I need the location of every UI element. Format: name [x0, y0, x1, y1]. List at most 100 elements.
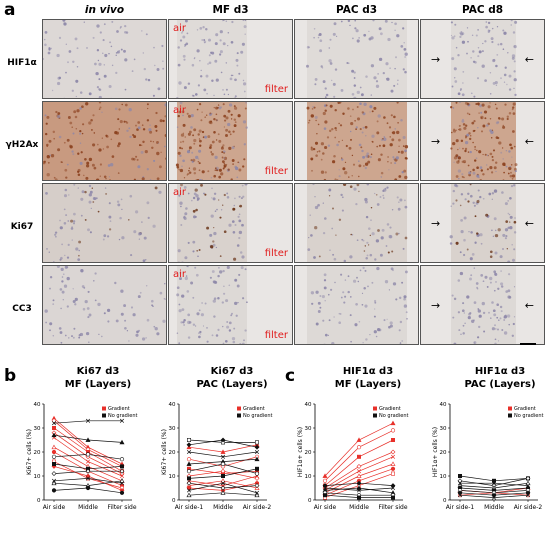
data-point [221, 462, 225, 466]
x-tick-label: Air side-2 [514, 504, 543, 511]
data-point [221, 474, 224, 477]
data-point [120, 457, 124, 461]
data-point [120, 491, 124, 495]
micrograph-image [43, 266, 167, 345]
data-point [52, 445, 56, 449]
data-point [187, 469, 191, 473]
legend-label: No gradient [108, 413, 137, 419]
micrograph-gh2ax-pac-d3 [294, 101, 419, 181]
micrograph-image [295, 266, 419, 345]
legend-swatch [373, 414, 377, 418]
y-tick-label: 40 [305, 402, 312, 408]
micrograph-image [43, 102, 167, 181]
data-point [391, 496, 394, 499]
y-tick-label: 10 [34, 474, 41, 480]
y-tick-label: 40 [169, 402, 176, 408]
data-point [52, 426, 55, 429]
x-tick-label: Air side-2 [243, 504, 272, 511]
data-point [255, 472, 259, 476]
data-point [391, 438, 394, 441]
y-tick-label: 30 [34, 426, 41, 432]
scale-bar [520, 343, 536, 345]
legend-label: Gradient [379, 406, 401, 412]
chart-subtitle: PAC (Layers) [172, 379, 292, 391]
y-axis-label: HIF1α+ cells (%) [297, 427, 304, 477]
data-point [255, 467, 258, 470]
y-tick-label: 20 [440, 450, 447, 456]
filter-label: filter [265, 167, 288, 177]
series-line [54, 421, 122, 467]
chart-title: Ki67 d3 [172, 366, 292, 378]
x-tick-label: Filter side [378, 504, 407, 511]
micrograph-hif1a-pac-d3 [294, 19, 419, 99]
legend-swatch [102, 414, 106, 418]
y-tick-label: 10 [440, 474, 447, 480]
arrow-right-icon: → [431, 218, 440, 229]
filter-label: filter [265, 249, 288, 259]
data-point [357, 445, 361, 449]
micrograph-image [295, 184, 419, 263]
micrograph-image [295, 102, 419, 181]
filter-label: filter [265, 331, 288, 341]
arrow-right-icon: → [431, 54, 440, 65]
legend-label: Gradient [514, 406, 536, 412]
micrograph-cc3-pac-d8: →← [420, 265, 545, 345]
panel-letter-a: a [4, 2, 15, 19]
micrograph-gh2ax-in-vivo [42, 101, 167, 181]
data-point [323, 479, 327, 483]
chart-subtitle: PAC (Layers) [440, 379, 550, 391]
x-tick-label: Air side [314, 504, 337, 511]
chart-subtitle: MF (Layers) [308, 379, 428, 391]
arrow-left-icon: ← [525, 54, 534, 65]
column-header-pac-d3: PAC d3 [294, 3, 419, 17]
x-tick-label: Middle [213, 504, 233, 511]
row-label-hif1a: HIF1α [2, 58, 42, 69]
y-tick-label: 40 [440, 402, 447, 408]
x-tick-label: Filter side [107, 504, 136, 511]
y-tick-label: 30 [305, 426, 312, 432]
y-tick-label: 10 [305, 474, 312, 480]
chart-subtitle: MF (Layers) [38, 379, 158, 391]
micrograph-image [295, 20, 419, 99]
data-point [357, 496, 360, 499]
data-point [187, 443, 191, 447]
filter-label: filter [265, 85, 288, 95]
data-point [52, 489, 56, 493]
micrograph-hif1a-in-vivo [42, 19, 167, 99]
data-point [86, 486, 90, 490]
y-tick-label: 20 [169, 450, 176, 456]
data-point [187, 438, 190, 441]
data-point [357, 438, 361, 442]
arrow-left-icon: ← [525, 136, 534, 147]
data-point [52, 455, 56, 459]
x-tick-label: Air side-1 [446, 504, 475, 511]
row-label-cc3: CC3 [2, 304, 42, 315]
y-axis-label: Ki67+ cells (%) [161, 429, 168, 475]
legend-swatch [373, 407, 377, 411]
data-point [391, 421, 395, 425]
data-point [52, 472, 56, 476]
arrow-right-icon: → [431, 300, 440, 311]
legend-swatch [237, 414, 241, 418]
y-tick-label: 0 [37, 498, 41, 504]
data-point [357, 455, 360, 458]
row-label-ki67: Ki67 [2, 222, 42, 233]
data-point [391, 462, 395, 466]
x-tick-label: Middle [484, 504, 504, 511]
data-point [391, 429, 395, 433]
legend-label: No gradient [243, 413, 272, 419]
x-tick-label: Air side-1 [175, 504, 204, 511]
micrograph-image [43, 184, 167, 263]
data-point [323, 494, 326, 497]
micrograph-ki67-pac-d3 [294, 183, 419, 263]
y-tick-label: 30 [440, 426, 447, 432]
chart-title: Ki67 d3 [38, 366, 158, 378]
data-point [391, 467, 395, 471]
column-header-pac-d8: PAC d8 [420, 3, 545, 17]
panel-letter-b: b [4, 368, 16, 385]
